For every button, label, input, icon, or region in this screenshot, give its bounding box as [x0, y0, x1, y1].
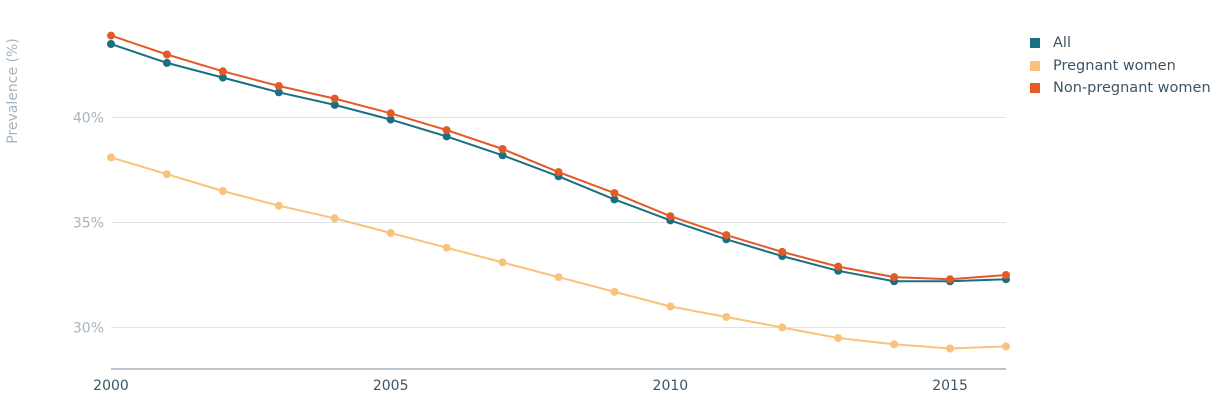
data-point[interactable]: [834, 262, 843, 271]
y-tick-label: 35%: [73, 216, 104, 232]
data-point[interactable]: [610, 189, 619, 198]
data-point[interactable]: [107, 153, 115, 162]
x-tick-label: 2010: [653, 378, 689, 394]
data-point[interactable]: [554, 273, 563, 282]
series-line: [110, 34, 1007, 281]
data-point[interactable]: [554, 168, 563, 177]
data-point[interactable]: [834, 334, 843, 342]
legend: All Pregnant women Non-pregnant women: [1030, 32, 1211, 100]
data-point[interactable]: [107, 40, 115, 48]
data-point[interactable]: [890, 340, 899, 349]
data-point[interactable]: [107, 31, 115, 40]
data-point[interactable]: [330, 94, 339, 103]
series-line: [110, 156, 1007, 350]
data-point[interactable]: [722, 231, 731, 240]
data-point[interactable]: [610, 287, 619, 296]
series-line: [110, 43, 1007, 283]
y-tick-label: 30%: [73, 321, 104, 337]
data-point[interactable]: [218, 187, 227, 195]
legend-swatch: [1030, 38, 1040, 49]
data-point[interactable]: [610, 195, 619, 204]
data-point[interactable]: [218, 67, 227, 76]
data-point[interactable]: [386, 229, 395, 237]
legend-item[interactable]: Pregnant women: [1030, 55, 1211, 78]
y-axis-label: Prevalence (%): [5, 38, 21, 144]
data-point[interactable]: [330, 214, 339, 223]
data-point[interactable]: [442, 126, 451, 135]
series-non-pregnant-women: [107, 31, 1010, 284]
data-point[interactable]: [890, 273, 899, 282]
legend-label: All: [1053, 35, 1071, 52]
data-point[interactable]: [778, 247, 787, 256]
data-point[interactable]: [666, 212, 675, 221]
data-point[interactable]: [498, 151, 507, 160]
data-point[interactable]: [386, 115, 395, 124]
data-point[interactable]: [442, 132, 451, 141]
y-tick-labels: 30% 35% 40%: [73, 111, 104, 337]
data-point[interactable]: [274, 88, 283, 97]
data-point[interactable]: [218, 73, 227, 82]
legend-item[interactable]: All: [1030, 32, 1211, 55]
data-point[interactable]: [946, 344, 955, 353]
data-point[interactable]: [442, 243, 451, 252]
data-point[interactable]: [162, 58, 171, 67]
data-point[interactable]: [498, 258, 507, 267]
data-point[interactable]: [1002, 342, 1010, 351]
data-point[interactable]: [666, 302, 675, 311]
legend-swatch: [1030, 83, 1040, 94]
x-tick-label: 2000: [93, 378, 129, 394]
y-tick-label: 40%: [73, 111, 104, 127]
legend-swatch: [1030, 60, 1040, 71]
data-point[interactable]: [162, 170, 171, 179]
data-point[interactable]: [274, 201, 283, 210]
x-tick-label: 2005: [373, 378, 409, 394]
data-point[interactable]: [778, 323, 787, 332]
data-point[interactable]: [498, 145, 507, 153]
legend-item[interactable]: Non-pregnant women: [1030, 77, 1211, 100]
data-point[interactable]: [162, 50, 171, 59]
series-pregnant-women: [107, 153, 1010, 353]
data-point[interactable]: [946, 275, 955, 284]
x-tick-label: 2015: [932, 378, 968, 394]
data-point[interactable]: [274, 82, 283, 90]
legend-label: Non-pregnant women: [1053, 80, 1211, 97]
data-point[interactable]: [330, 100, 339, 109]
legend-label: Pregnant women: [1053, 57, 1176, 74]
series-group: [107, 31, 1010, 353]
data-point[interactable]: [722, 313, 731, 321]
data-point[interactable]: [386, 109, 395, 118]
data-point[interactable]: [1002, 271, 1010, 279]
grid-lines: [111, 117, 1006, 328]
x-tick-labels: 2000 2005 2010 2015: [93, 378, 968, 394]
